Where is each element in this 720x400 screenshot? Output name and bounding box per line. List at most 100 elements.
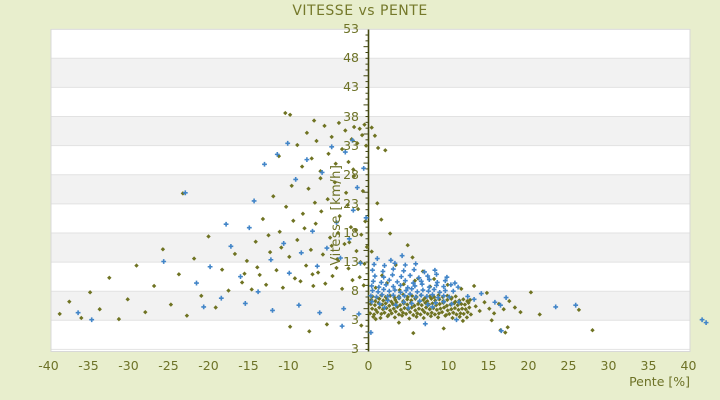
- x-tick-label: -25: [158, 358, 179, 373]
- data-point: [427, 307, 432, 312]
- data-point: [329, 134, 334, 140]
- data-point: [371, 262, 377, 267]
- x-tick-label: 40: [680, 358, 697, 373]
- data-point: [337, 213, 342, 219]
- data-point: [350, 207, 356, 213]
- data-point: [434, 307, 440, 313]
- data-point: [362, 261, 367, 267]
- data-point: [298, 250, 304, 256]
- data-point: [407, 291, 413, 297]
- data-point: [456, 307, 461, 313]
- data-point: [232, 251, 238, 257]
- data-point: [375, 201, 380, 206]
- data-point: [463, 307, 468, 312]
- data-point: [274, 151, 280, 157]
- data-point: [317, 310, 323, 316]
- data-point: [239, 280, 245, 285]
- x-tick-label: -20: [198, 358, 219, 373]
- data-point: [468, 312, 474, 317]
- data-point: [286, 270, 292, 276]
- data-point: [402, 305, 407, 311]
- data-point: [363, 215, 369, 221]
- data-point: [393, 302, 399, 308]
- y-tick-label: 33: [343, 137, 359, 153]
- data-point: [464, 315, 470, 320]
- data-point: [406, 305, 411, 311]
- y-tick-label: 43: [343, 79, 359, 95]
- data-point: [87, 290, 93, 295]
- data-point: [418, 292, 424, 298]
- data-point: [323, 281, 328, 286]
- data-point: [573, 302, 579, 308]
- data-point: [392, 315, 398, 320]
- x-tick-label: 25: [560, 358, 577, 373]
- data-point: [456, 299, 462, 305]
- data-point: [411, 330, 416, 336]
- data-point: [403, 288, 409, 294]
- data-point: [390, 266, 396, 272]
- data-point: [386, 288, 392, 294]
- data-point: [422, 269, 427, 275]
- data-point: [295, 142, 300, 148]
- data-point: [410, 280, 416, 286]
- data-point: [350, 138, 355, 143]
- data-point: [452, 280, 458, 286]
- data-point: [399, 253, 405, 259]
- data-point: [218, 295, 224, 301]
- data-point: [359, 323, 364, 328]
- data-point: [339, 146, 345, 152]
- data-point: [287, 112, 293, 117]
- data-point: [310, 228, 315, 234]
- data-point: [267, 249, 273, 255]
- data-point: [339, 323, 345, 329]
- data-point: [281, 241, 287, 246]
- data-point: [346, 266, 351, 271]
- data-point: [318, 176, 323, 181]
- data-point: [465, 294, 471, 299]
- data-point: [412, 303, 417, 308]
- data-point: [242, 301, 248, 306]
- data-point: [326, 151, 331, 156]
- data-point: [299, 164, 305, 169]
- data-point: [244, 258, 250, 264]
- data-point: [382, 310, 387, 315]
- data-point: [507, 298, 512, 304]
- data-point: [374, 294, 379, 300]
- data-point: [358, 260, 363, 266]
- data-point: [414, 314, 419, 320]
- data-point: [445, 297, 450, 303]
- data-point: [298, 279, 303, 284]
- data-point: [382, 263, 387, 268]
- data-point: [351, 167, 356, 172]
- data-point: [398, 282, 403, 288]
- data-point: [387, 231, 393, 236]
- data-point: [441, 293, 447, 299]
- data-point: [374, 256, 380, 261]
- data-point: [449, 301, 455, 307]
- data-point: [238, 274, 243, 280]
- data-point: [449, 307, 454, 312]
- data-point: [537, 312, 542, 317]
- data-point: [477, 308, 482, 314]
- data-point: [455, 284, 461, 290]
- data-point: [312, 200, 318, 205]
- data-point: [302, 226, 307, 231]
- data-point: [201, 304, 207, 310]
- data-point: [498, 328, 504, 334]
- data-point: [343, 128, 348, 133]
- data-point: [311, 118, 317, 123]
- data-point: [332, 180, 338, 185]
- data-point: [431, 276, 437, 282]
- data-point: [372, 302, 378, 308]
- data-point: [434, 280, 440, 285]
- data-point: [338, 255, 343, 261]
- data-point: [329, 243, 334, 248]
- data-point: [422, 321, 428, 327]
- data-point: [356, 311, 362, 317]
- y-tick-label: 8: [351, 283, 359, 299]
- data-point: [372, 273, 378, 279]
- data-point: [432, 267, 438, 273]
- data-point: [430, 304, 435, 310]
- data-point: [416, 275, 422, 281]
